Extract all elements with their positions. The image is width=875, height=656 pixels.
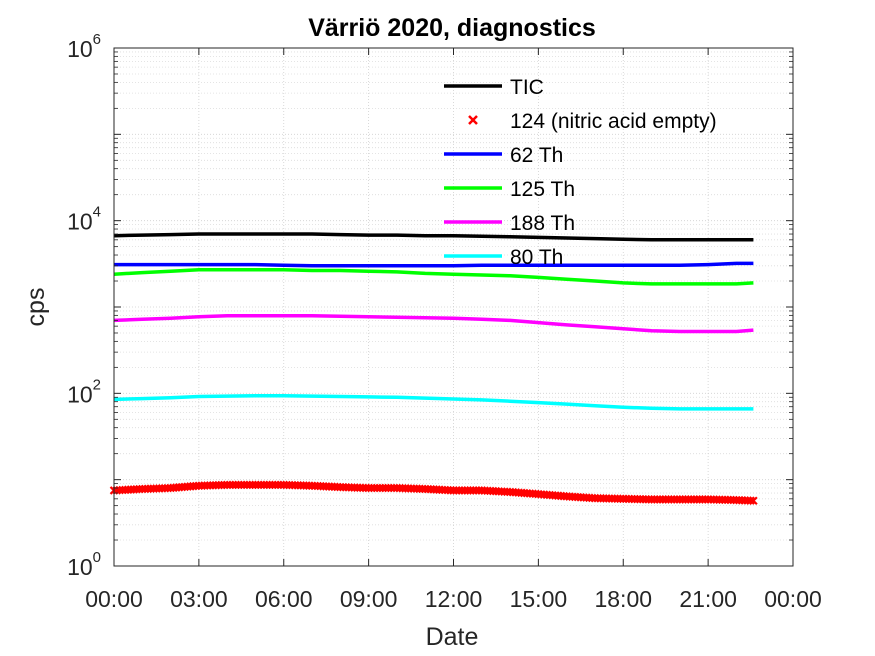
y-tick-label: 102 bbox=[67, 376, 101, 407]
legend-label: 188 Th bbox=[510, 212, 575, 235]
x-tick-label: 21:00 bbox=[679, 586, 737, 612]
y-tick-label: 100 bbox=[67, 549, 101, 580]
x-tick-labels: 00:00 03:00 06:00 09:00 12:00 15:00 18:00 21:00… bbox=[85, 586, 822, 612]
legend-label: 62 Th bbox=[510, 144, 563, 167]
legend-label: 80 Th bbox=[510, 246, 563, 269]
series-1-markers bbox=[109, 480, 758, 506]
x-tick-label: 00:00 bbox=[764, 586, 822, 612]
x-tick-label: 03:00 bbox=[170, 586, 228, 612]
legend-label: 124 (nitric acid empty) bbox=[510, 110, 717, 133]
legend-item: 188 Th bbox=[444, 212, 575, 235]
legend-label: TIC bbox=[510, 76, 544, 99]
series-layer bbox=[109, 232, 758, 506]
legend-item: 124 (nitric acid empty) bbox=[468, 110, 717, 133]
legend-marker bbox=[468, 115, 478, 125]
series-line-4 bbox=[113, 314, 754, 334]
series-line-5 bbox=[113, 393, 754, 411]
x-tick-label: 00:00 bbox=[85, 586, 143, 612]
legend-label: 125 Th bbox=[510, 178, 575, 201]
y-tick-labels: 100 102 104 106 bbox=[67, 31, 101, 580]
axis-ticks bbox=[113, 47, 794, 567]
legend-item: 125 Th bbox=[444, 178, 575, 201]
series-line-0 bbox=[113, 232, 754, 242]
series-line-2 bbox=[114, 261, 754, 268]
y-axis-label: cps bbox=[22, 288, 50, 327]
data-marker bbox=[749, 496, 758, 506]
x-tick-label: 12:00 bbox=[425, 586, 483, 612]
y-tick-label: 104 bbox=[67, 204, 101, 235]
x-axis-label: Date bbox=[426, 623, 479, 651]
x-tick-label: 09:00 bbox=[340, 586, 398, 612]
x-tick-label: 15:00 bbox=[510, 586, 568, 612]
legend: TIC 124 (nitric acid empty) 62 Th 125 Th 188… bbox=[444, 76, 717, 269]
legend-item: TIC bbox=[444, 76, 544, 99]
x-tick-label: 06:00 bbox=[255, 586, 313, 612]
y-tick-label: 106 bbox=[67, 31, 101, 62]
data-marker bbox=[746, 496, 755, 505]
legend-item: 62 Th bbox=[444, 144, 563, 167]
series-line-3 bbox=[113, 268, 754, 286]
chart-title: Värriö 2020, diagnostics bbox=[308, 14, 596, 42]
legend-item: 80 Th bbox=[444, 246, 563, 269]
x-tick-label: 18:00 bbox=[594, 586, 652, 612]
